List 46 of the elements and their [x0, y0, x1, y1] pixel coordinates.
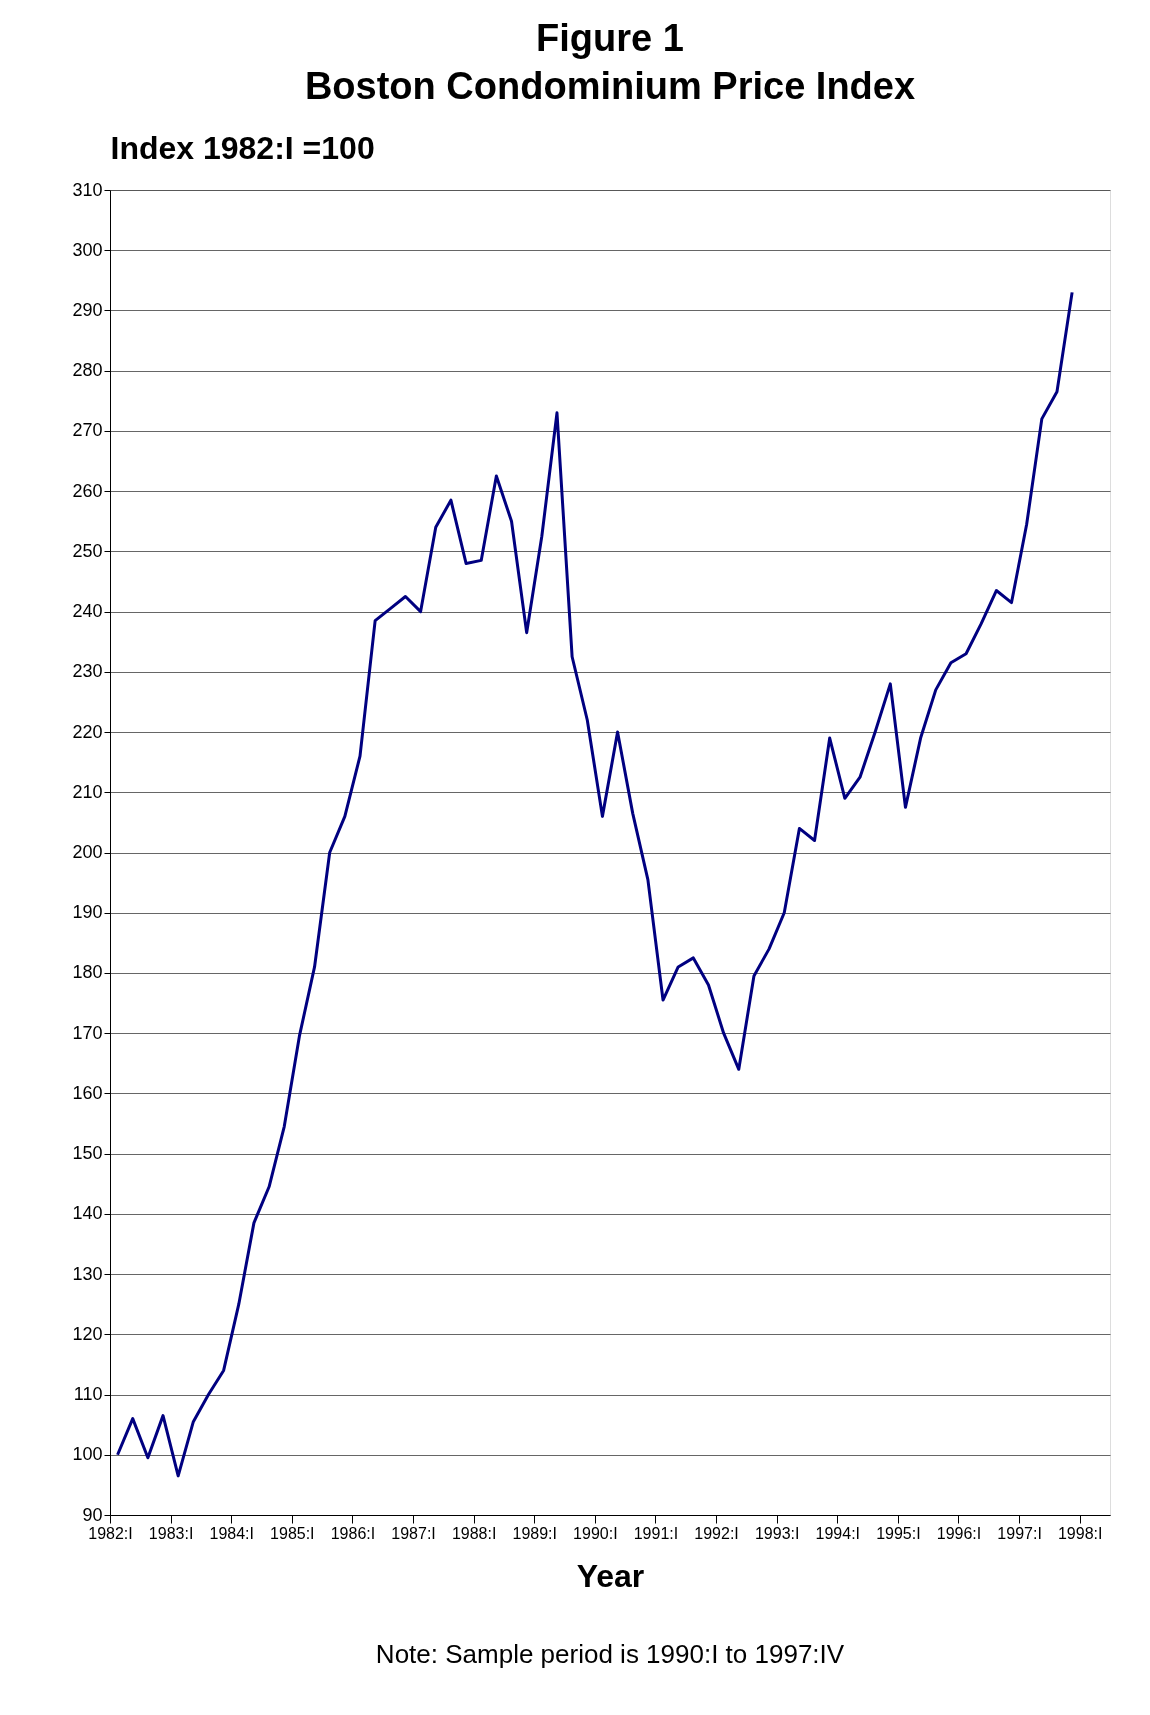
y-tick-label: 280: [72, 360, 103, 381]
y-tick-label: 100: [72, 1444, 103, 1465]
x-tick-label: 1998:I: [1057, 1524, 1103, 1542]
x-tick-label: 1986:I: [330, 1524, 376, 1542]
y-tick-label: 110: [73, 1384, 103, 1405]
y-tick-label: 260: [72, 480, 103, 501]
y-tick-label: 240: [72, 601, 103, 622]
x-tick-label: 1982:I: [88, 1524, 133, 1542]
y-tick-label: 150: [72, 1143, 103, 1164]
y-tick-label: 230: [72, 661, 103, 682]
x-tick-label: 1987:I: [391, 1524, 436, 1542]
y-tick-label: 290: [72, 299, 103, 320]
x-tick-label: 1988:I: [451, 1524, 497, 1542]
x-tick-label: 1997:I: [997, 1524, 1042, 1542]
chart-subtitle: Boston Condominium Price Index: [304, 65, 916, 107]
y-tick-label: 180: [72, 962, 103, 983]
y-tick-label: 140: [72, 1203, 103, 1224]
y-tick-label: 120: [72, 1323, 103, 1344]
x-tick-label: 1994:I: [815, 1524, 861, 1542]
y-tick-label: 270: [72, 420, 103, 441]
y-axis-title: Index 1982:I =100: [110, 129, 375, 166]
y-tick-label: 90: [82, 1504, 103, 1525]
x-tick-label: 1995:I: [876, 1524, 921, 1542]
x-tick-label: 1983:I: [148, 1524, 194, 1542]
y-tick-label: 160: [72, 1082, 103, 1103]
x-tick-label: 1991:I: [633, 1524, 679, 1542]
x-tick-label: 1984:I: [209, 1524, 254, 1542]
x-axis-title: Year: [576, 1557, 645, 1594]
x-tick-label: 1996:I: [936, 1524, 982, 1542]
y-tick-label: 210: [72, 781, 103, 802]
x-tick-label: 1992:I: [694, 1524, 739, 1542]
x-tick-label: 1985:I: [270, 1524, 315, 1542]
x-tick-label: 1990:I: [573, 1524, 618, 1542]
y-tick-label: 190: [72, 902, 103, 923]
chart-title: Figure 1: [536, 17, 684, 59]
y-tick-label: 170: [72, 1022, 103, 1043]
y-tick-label: 130: [72, 1263, 103, 1284]
y-tick-label: 250: [72, 540, 103, 561]
y-tick-label: 220: [72, 721, 103, 742]
y-tick-label: 300: [72, 239, 103, 260]
text: Note: Sample period is 1990:I to 1997:IV: [375, 1639, 845, 1669]
x-tick-label: 1993:I: [754, 1524, 800, 1542]
y-tick-label: 200: [72, 842, 103, 862]
y-tick-label: 310: [72, 179, 103, 200]
line-series: [116, 290, 1074, 1478]
x-tick-label: 1989:I: [512, 1524, 557, 1542]
